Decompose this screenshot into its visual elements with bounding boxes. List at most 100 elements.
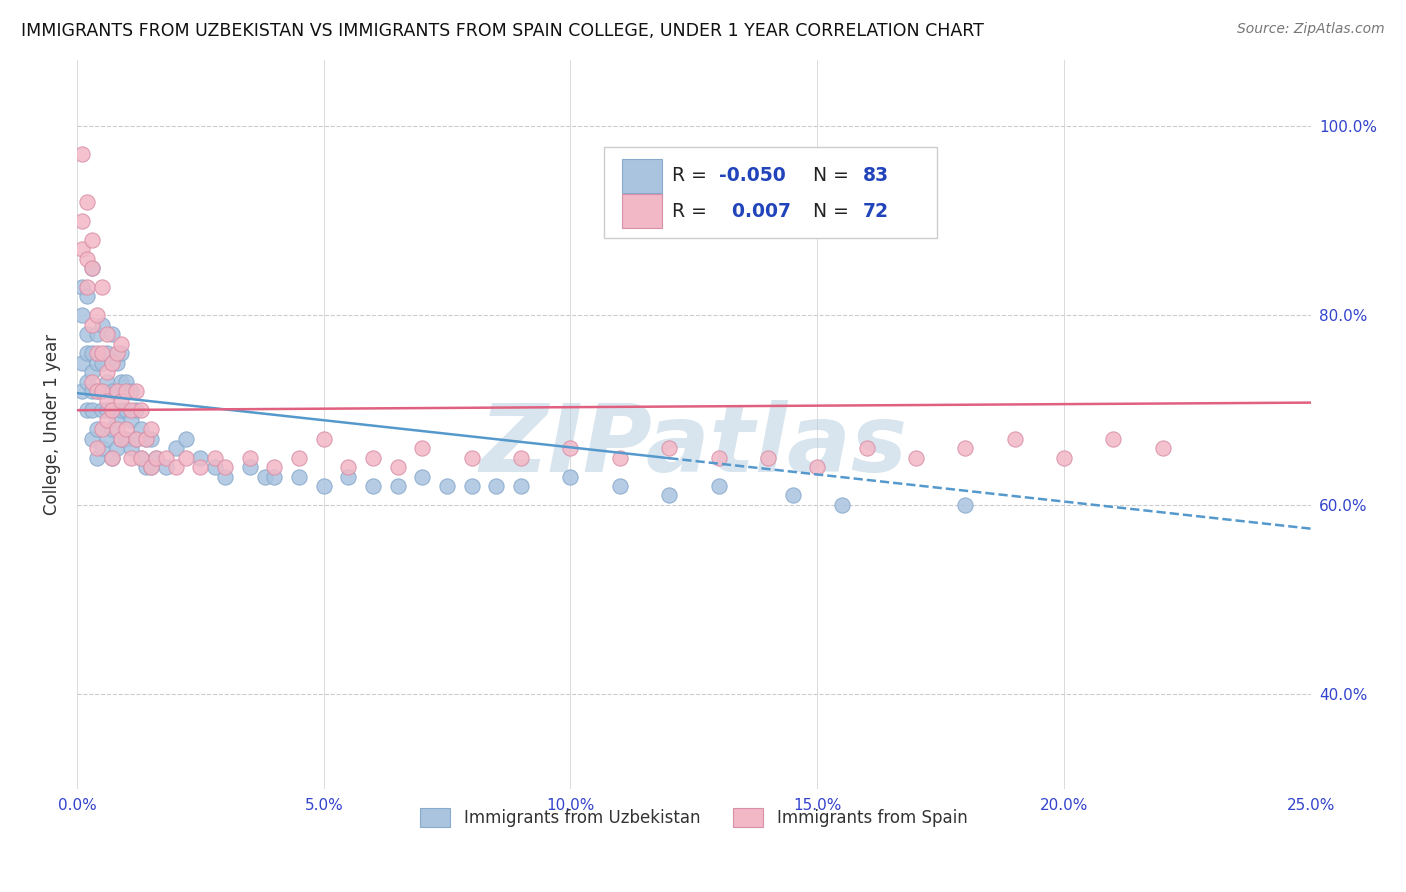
Text: 72: 72 xyxy=(863,202,889,220)
FancyBboxPatch shape xyxy=(623,159,662,193)
Point xyxy=(707,450,730,465)
Point xyxy=(80,403,103,417)
Point xyxy=(609,479,631,493)
Point xyxy=(76,375,98,389)
Text: N =: N = xyxy=(801,167,855,186)
Point xyxy=(165,441,187,455)
Point xyxy=(115,384,138,399)
Point xyxy=(86,356,108,370)
Point xyxy=(76,289,98,303)
Point xyxy=(115,422,138,436)
Point xyxy=(955,441,977,455)
Point xyxy=(105,412,128,426)
Point xyxy=(80,261,103,276)
Point xyxy=(110,375,132,389)
Point xyxy=(76,252,98,266)
Point xyxy=(560,441,582,455)
Point xyxy=(86,422,108,436)
Point xyxy=(110,403,132,417)
Point xyxy=(100,450,122,465)
Point xyxy=(204,460,226,475)
Point xyxy=(110,346,132,360)
Point xyxy=(560,469,582,483)
Point xyxy=(96,412,118,426)
Point xyxy=(120,412,142,426)
Point xyxy=(361,450,384,465)
FancyBboxPatch shape xyxy=(603,147,936,238)
Point xyxy=(145,450,167,465)
Point xyxy=(86,346,108,360)
Point xyxy=(120,403,142,417)
Point xyxy=(204,450,226,465)
Point xyxy=(100,384,122,399)
Text: R =: R = xyxy=(672,167,713,186)
Point xyxy=(100,356,122,370)
Point xyxy=(70,356,93,370)
Point xyxy=(658,488,681,502)
Point xyxy=(76,346,98,360)
Point xyxy=(105,384,128,399)
Point xyxy=(174,432,197,446)
Point xyxy=(115,375,138,389)
Point xyxy=(90,384,112,399)
Point xyxy=(337,469,360,483)
Point xyxy=(100,403,122,417)
Text: -0.050: -0.050 xyxy=(718,167,786,186)
Point xyxy=(90,346,112,360)
Point xyxy=(110,432,132,446)
Point xyxy=(190,450,212,465)
Point xyxy=(110,393,132,408)
Point xyxy=(110,432,132,446)
Point xyxy=(135,432,157,446)
Point xyxy=(135,432,157,446)
Point xyxy=(90,356,112,370)
Point xyxy=(120,450,142,465)
Point xyxy=(120,384,142,399)
Point xyxy=(312,432,335,446)
Point xyxy=(105,346,128,360)
Legend: Immigrants from Uzbekistan, Immigrants from Spain: Immigrants from Uzbekistan, Immigrants f… xyxy=(412,800,976,836)
Point xyxy=(80,365,103,379)
Point xyxy=(1004,432,1026,446)
Point xyxy=(129,450,152,465)
Point xyxy=(288,450,311,465)
Point xyxy=(756,450,779,465)
Point xyxy=(782,488,804,502)
Point xyxy=(510,479,533,493)
Point xyxy=(90,441,112,455)
Point xyxy=(105,356,128,370)
Point xyxy=(80,233,103,247)
Point xyxy=(707,479,730,493)
Point xyxy=(129,450,152,465)
Point xyxy=(105,441,128,455)
Point xyxy=(165,460,187,475)
Point xyxy=(80,318,103,332)
Point xyxy=(76,403,98,417)
Point xyxy=(387,479,409,493)
Point xyxy=(96,365,118,379)
Point xyxy=(155,460,177,475)
Y-axis label: College, Under 1 year: College, Under 1 year xyxy=(44,334,60,515)
Point xyxy=(115,403,138,417)
Point xyxy=(96,403,118,417)
Point xyxy=(90,403,112,417)
Point xyxy=(80,346,103,360)
Point xyxy=(115,432,138,446)
Point xyxy=(129,403,152,417)
Point xyxy=(125,403,148,417)
Point xyxy=(70,242,93,256)
Point xyxy=(70,280,93,294)
Point xyxy=(387,460,409,475)
Point xyxy=(70,384,93,399)
Point xyxy=(1053,450,1076,465)
Point xyxy=(100,450,122,465)
Point xyxy=(955,498,977,512)
Text: 0.007: 0.007 xyxy=(718,202,790,220)
Point xyxy=(110,337,132,351)
Point xyxy=(139,460,162,475)
Point xyxy=(288,469,311,483)
Point xyxy=(411,469,433,483)
Text: IMMIGRANTS FROM UZBEKISTAN VS IMMIGRANTS FROM SPAIN COLLEGE, UNDER 1 YEAR CORREL: IMMIGRANTS FROM UZBEKISTAN VS IMMIGRANTS… xyxy=(21,22,984,40)
Text: ZIPatlas: ZIPatlas xyxy=(479,401,908,492)
Point xyxy=(96,346,118,360)
